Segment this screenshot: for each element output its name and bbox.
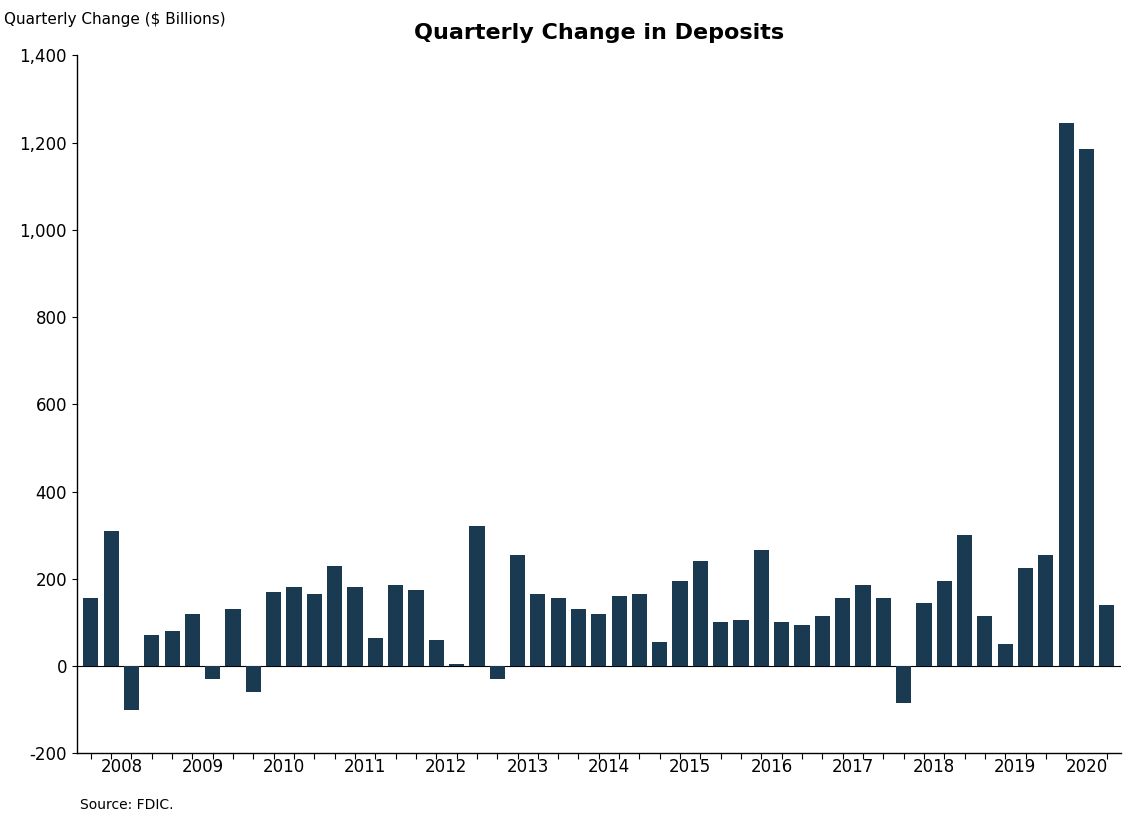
Bar	[348, 588, 362, 666]
Bar	[713, 622, 728, 666]
Bar	[774, 622, 790, 666]
Bar	[449, 664, 465, 666]
Bar	[103, 531, 119, 666]
Bar	[368, 638, 383, 666]
Bar	[245, 666, 261, 692]
Bar	[591, 614, 607, 666]
Bar	[83, 598, 99, 666]
Bar	[408, 590, 424, 666]
Bar	[286, 588, 302, 666]
Bar	[957, 535, 972, 666]
Bar	[510, 555, 525, 666]
Bar	[428, 639, 444, 666]
Bar	[185, 614, 200, 666]
Bar	[165, 631, 179, 666]
Bar	[571, 609, 586, 666]
Bar	[652, 642, 667, 666]
Text: Quarterly Change ($ Billions): Quarterly Change ($ Billions)	[3, 12, 225, 27]
Bar	[1038, 555, 1053, 666]
Bar	[632, 594, 648, 666]
Bar	[307, 594, 321, 666]
Bar	[469, 527, 485, 666]
Bar	[917, 602, 932, 666]
Bar	[327, 565, 342, 666]
Bar	[124, 666, 139, 709]
Bar	[225, 609, 241, 666]
Bar	[855, 585, 870, 666]
Bar	[490, 666, 504, 679]
Title: Quarterly Change in Deposits: Quarterly Change in Deposits	[414, 23, 784, 43]
Bar	[835, 598, 850, 666]
Bar	[997, 644, 1013, 666]
Bar	[206, 666, 220, 679]
Bar	[1079, 149, 1094, 666]
Bar	[734, 620, 749, 666]
Bar	[754, 550, 769, 666]
Bar	[876, 598, 891, 666]
Text: Source: FDIC.: Source: FDIC.	[80, 798, 173, 812]
Bar	[531, 594, 545, 666]
Bar	[1018, 568, 1033, 666]
Bar	[551, 598, 566, 666]
Bar	[673, 581, 687, 666]
Bar	[896, 666, 911, 703]
Bar	[144, 635, 159, 666]
Bar	[1059, 123, 1074, 666]
Bar	[794, 625, 810, 666]
Bar	[693, 561, 708, 666]
Bar	[611, 597, 627, 666]
Bar	[389, 585, 403, 666]
Bar	[977, 616, 993, 666]
Bar	[936, 581, 952, 666]
Bar	[266, 592, 282, 666]
Bar	[1100, 605, 1114, 666]
Bar	[815, 616, 830, 666]
